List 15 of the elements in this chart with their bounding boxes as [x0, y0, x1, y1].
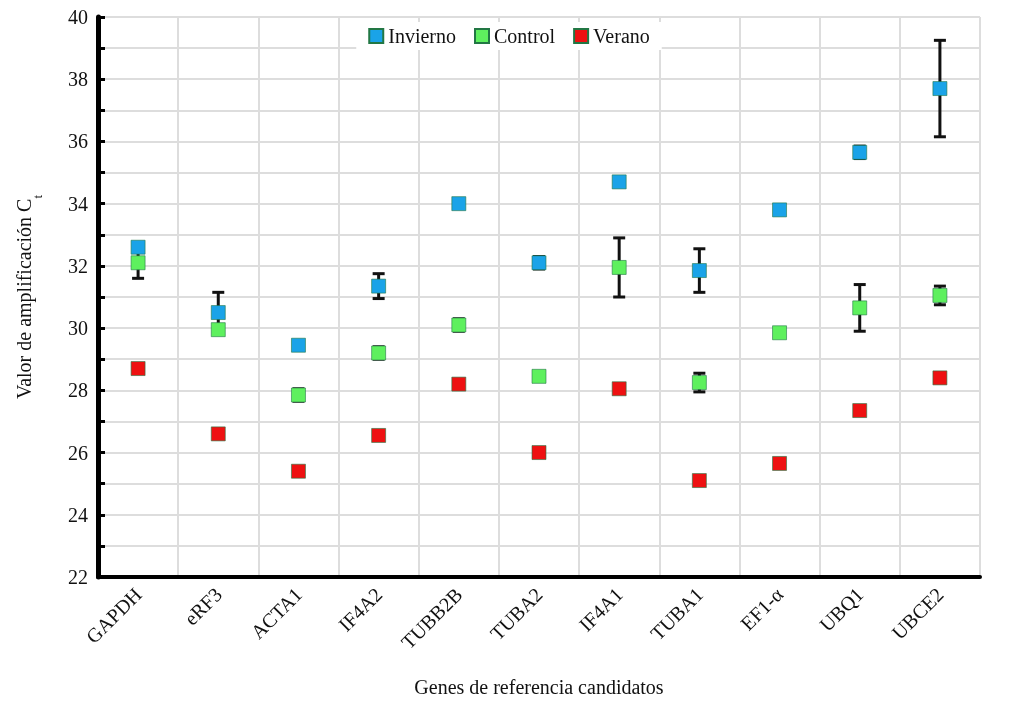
legend-label: Verano [593, 25, 650, 47]
y-tick-label: 22 [68, 566, 88, 588]
y-tick-label: 30 [68, 317, 88, 340]
y-tick-label: 28 [68, 379, 88, 402]
y-tick-label: 40 [68, 6, 88, 28]
legend-label: Invierno [388, 25, 457, 47]
y-tick-label: 24 [68, 503, 88, 526]
y-tick-label: 32 [68, 254, 88, 277]
y-tick-label: 38 [68, 68, 88, 91]
legend-label: Control [494, 25, 556, 47]
y-axis-title: Valor de amplificación Ct [13, 194, 45, 400]
y-tick-label: 26 [68, 441, 88, 464]
y-tick-label: 36 [68, 130, 88, 153]
y-tick-label: 34 [68, 192, 88, 215]
x-axis-title: Genes de referencia candidatos [414, 676, 664, 698]
